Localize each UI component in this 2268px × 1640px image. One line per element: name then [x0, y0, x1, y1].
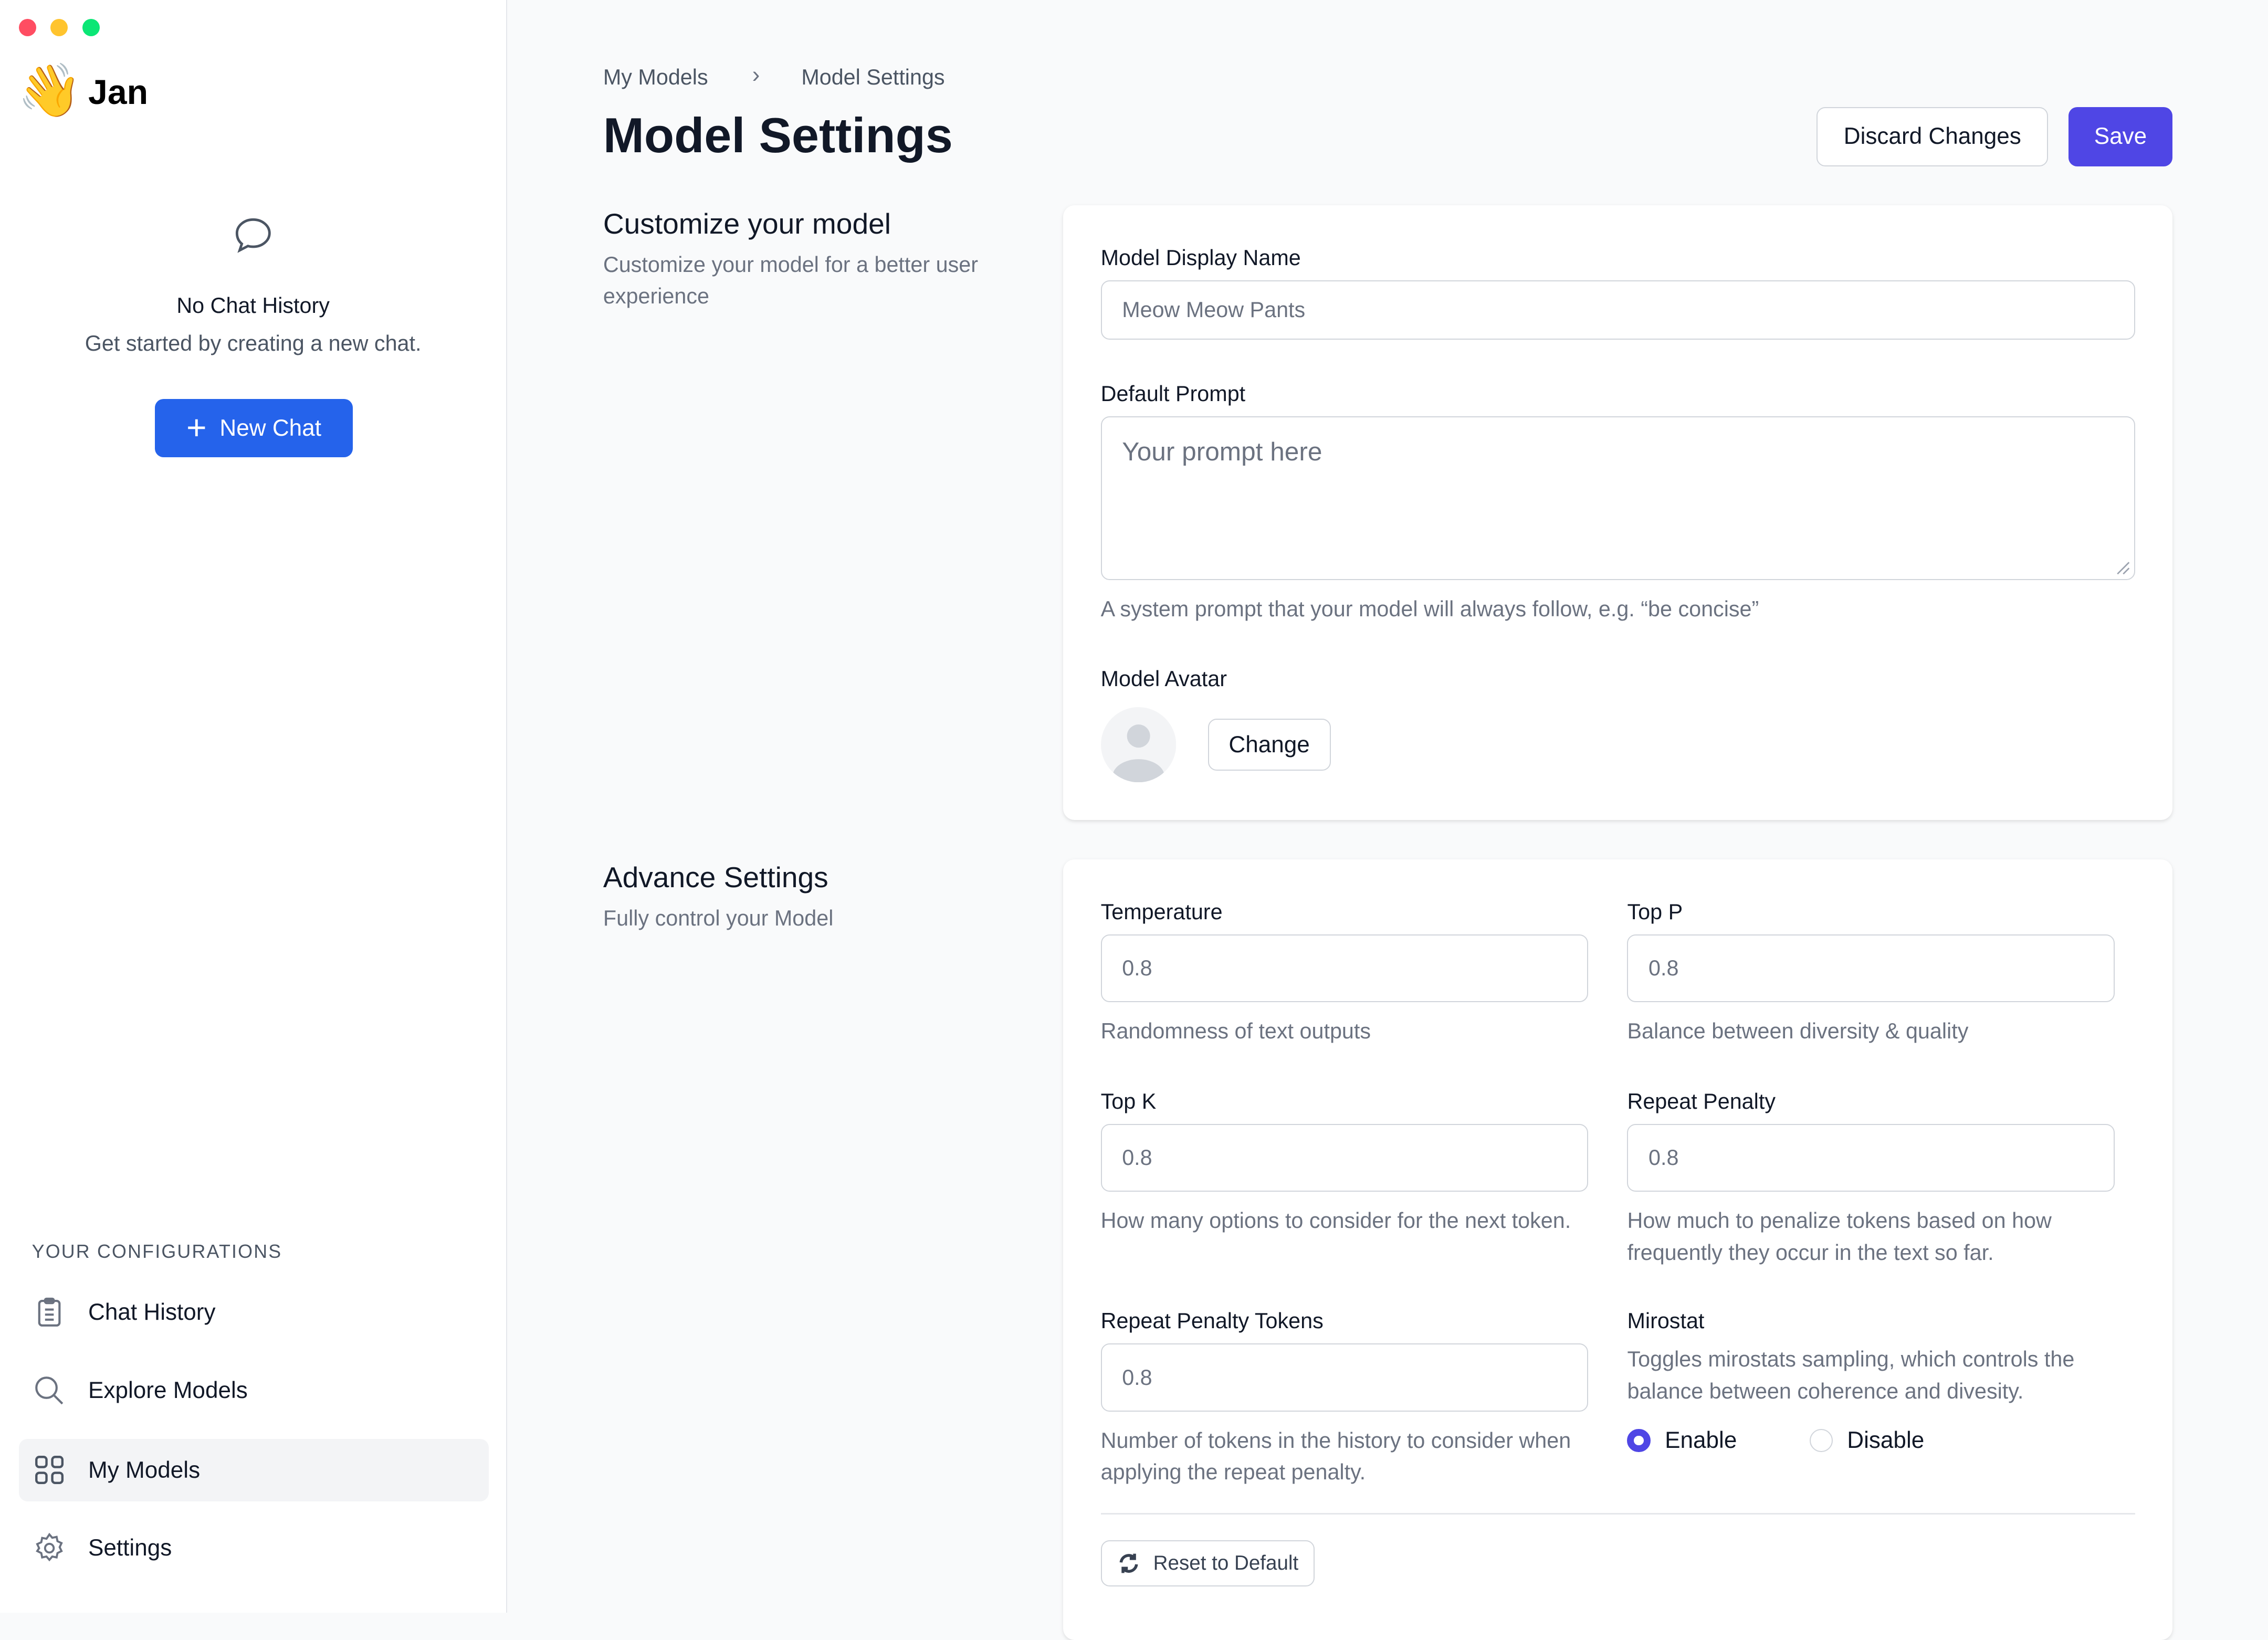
top-k-help: How many options to consider for the nex…	[1100, 1208, 1571, 1233]
sidebar-item-chat-history[interactable]: Chat History	[19, 1281, 489, 1343]
top-p-input[interactable]: 0.8	[1627, 934, 2115, 1003]
temperature-label: Temperature	[1100, 899, 1223, 924]
customize-description: Customize your model for a better user e…	[603, 252, 978, 309]
sidebar-item-my-models[interactable]: My Models	[18, 1439, 489, 1501]
mirostat-disable-label[interactable]: Disable	[1847, 1427, 1925, 1454]
top-k-input[interactable]: 0.8	[1100, 1123, 1589, 1192]
divider	[1100, 1512, 2135, 1515]
page-title: Model Settings	[603, 107, 953, 163]
change-avatar-button[interactable]: Change	[1208, 719, 1331, 771]
repeat-penalty-tokens-label: Repeat Penalty Tokens	[1100, 1309, 1324, 1333]
display-name-input[interactable]: Meow Meow Pants	[1100, 280, 2135, 340]
reset-label: Reset to Default	[1153, 1552, 1299, 1575]
breadcrumb-my-models[interactable]: My Models	[603, 65, 708, 89]
display-name-label: Model Display Name	[1100, 246, 1301, 270]
refresh-icon	[1119, 1553, 1138, 1573]
top-p-label: Top P	[1627, 899, 1683, 924]
new-chat-label: New Chat	[219, 415, 321, 441]
repeat-penalty-tokens-help: Number of tokens in the history to consi…	[1100, 1428, 1571, 1485]
default-prompt-label: Default Prompt	[1100, 382, 1246, 406]
reset-to-default-button[interactable]: Reset to Default	[1100, 1540, 1315, 1587]
section-title: YOUR CONFIGURATIONS	[32, 1240, 282, 1262]
empty-state-title: No Chat History	[176, 293, 330, 318]
sidebar-item-label: Settings	[88, 1535, 172, 1561]
sidebar-item-explore-models[interactable]: Explore Models	[19, 1360, 489, 1422]
repeat-penalty-tokens-input[interactable]: 0.8	[1100, 1343, 1589, 1412]
new-chat-button[interactable]: + New Chat	[154, 399, 353, 457]
advance-description: Fully control your Model	[603, 906, 834, 931]
top-k-label: Top K	[1100, 1089, 1157, 1113]
chat-bubble-icon	[235, 218, 271, 253]
mirostat-enable-label[interactable]: Enable	[1665, 1427, 1737, 1454]
mirostat-disable-radio[interactable]	[1809, 1429, 1833, 1453]
model-avatar-label: Model Avatar	[1100, 667, 1227, 691]
save-button[interactable]: Save	[2068, 107, 2173, 166]
mirostat-enable-radio[interactable]	[1627, 1429, 1651, 1453]
repeat-penalty-label: Repeat Penalty	[1627, 1089, 1776, 1113]
sidebar-item-settings[interactable]: Settings	[19, 1517, 489, 1579]
close-window-button[interactable]	[18, 18, 36, 36]
customize-title: Customize your model	[603, 207, 891, 240]
repeat-penalty-input[interactable]: 0.8	[1627, 1123, 2115, 1192]
sidebar-item-label: Chat History	[88, 1299, 216, 1326]
mirostat-description: Toggles mirostats sampling, which contro…	[1627, 1347, 2075, 1404]
waving-hand-icon: 👋	[17, 61, 82, 120]
sidebar-item-label: My Models	[88, 1457, 201, 1483]
breadcrumb-current: Model Settings	[801, 65, 945, 89]
grid-icon	[35, 1456, 64, 1485]
gear-icon	[35, 1532, 63, 1562]
minimize-window-button[interactable]	[50, 18, 68, 36]
chevron-right-icon: ›	[752, 62, 760, 88]
discard-changes-button[interactable]: Discard Changes	[1816, 107, 2049, 166]
sidebar-item-label: Explore Models	[88, 1378, 248, 1404]
avatar-placeholder-icon	[1100, 707, 1176, 783]
default-prompt-textarea[interactable]: Your prompt here	[1100, 416, 2135, 580]
search-icon	[35, 1376, 63, 1405]
resize-handle-icon[interactable]	[2113, 558, 2130, 575]
maximize-window-button[interactable]	[82, 18, 100, 36]
temperature-help: Randomness of text outputs	[1100, 1019, 1371, 1044]
sidebar: 👋 Jan No Chat History Get started by cre…	[0, 0, 508, 1613]
top-p-help: Balance between diversity & quality	[1627, 1019, 1969, 1044]
mirostat-label: Mirostat	[1627, 1309, 1705, 1333]
empty-state-subtitle: Get started by creating a new chat.	[85, 331, 422, 355]
plus-icon: +	[186, 408, 207, 447]
advance-title: Advance Settings	[603, 861, 828, 894]
app-name: Jan	[88, 72, 148, 112]
temperature-input[interactable]: 0.8	[1100, 934, 1589, 1003]
repeat-penalty-help: How much to penalize tokens based on how…	[1627, 1208, 2052, 1265]
default-prompt-help: A system prompt that your model will alw…	[1100, 596, 1759, 621]
clipboard-icon	[38, 1298, 60, 1327]
